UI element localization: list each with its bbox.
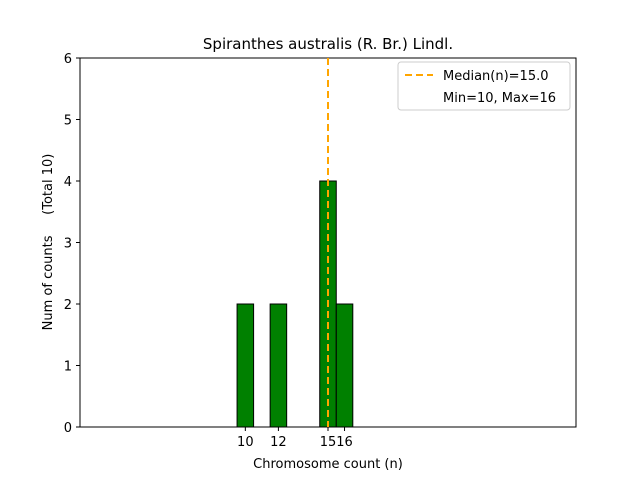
bar-16 [335,303,354,428]
x-tick-label: 10 [237,435,254,450]
bars-group [236,180,403,428]
y-tick-label: 4 [64,175,72,190]
legend: Median(n)=15.0 Min=10, Max=16 [397,61,571,111]
x-tick-label: 12 [270,435,287,450]
y-tick-label: 3 [64,237,72,252]
y-tick-label: 0 [64,421,72,436]
y-axis-label: Num of counts (Total 10) [41,154,56,331]
bar-12 [269,303,288,428]
chart-title: Spiranthes australis (R. Br.) Lindl. [203,35,453,53]
x-axis-ticks: 10 12 15 16 [237,427,353,450]
y-tick-label: 6 [64,52,72,67]
y-tick-label: 5 [64,114,72,129]
legend-entry-minmax: Min=10, Max=16 [443,91,556,106]
bar-10 [236,303,255,428]
y-tick-label: 2 [64,298,72,313]
x-tick-label: 16 [336,435,353,450]
x-axis-label: Chromosome count (n) [253,457,403,472]
y-tick-label: 1 [64,360,72,375]
legend-frame [397,61,571,111]
legend-entry-median: Median(n)=15.0 [443,69,549,84]
x-tick-label: 15 [320,435,337,450]
y-axis-ticks: 0 1 2 3 4 5 6 [64,52,80,436]
